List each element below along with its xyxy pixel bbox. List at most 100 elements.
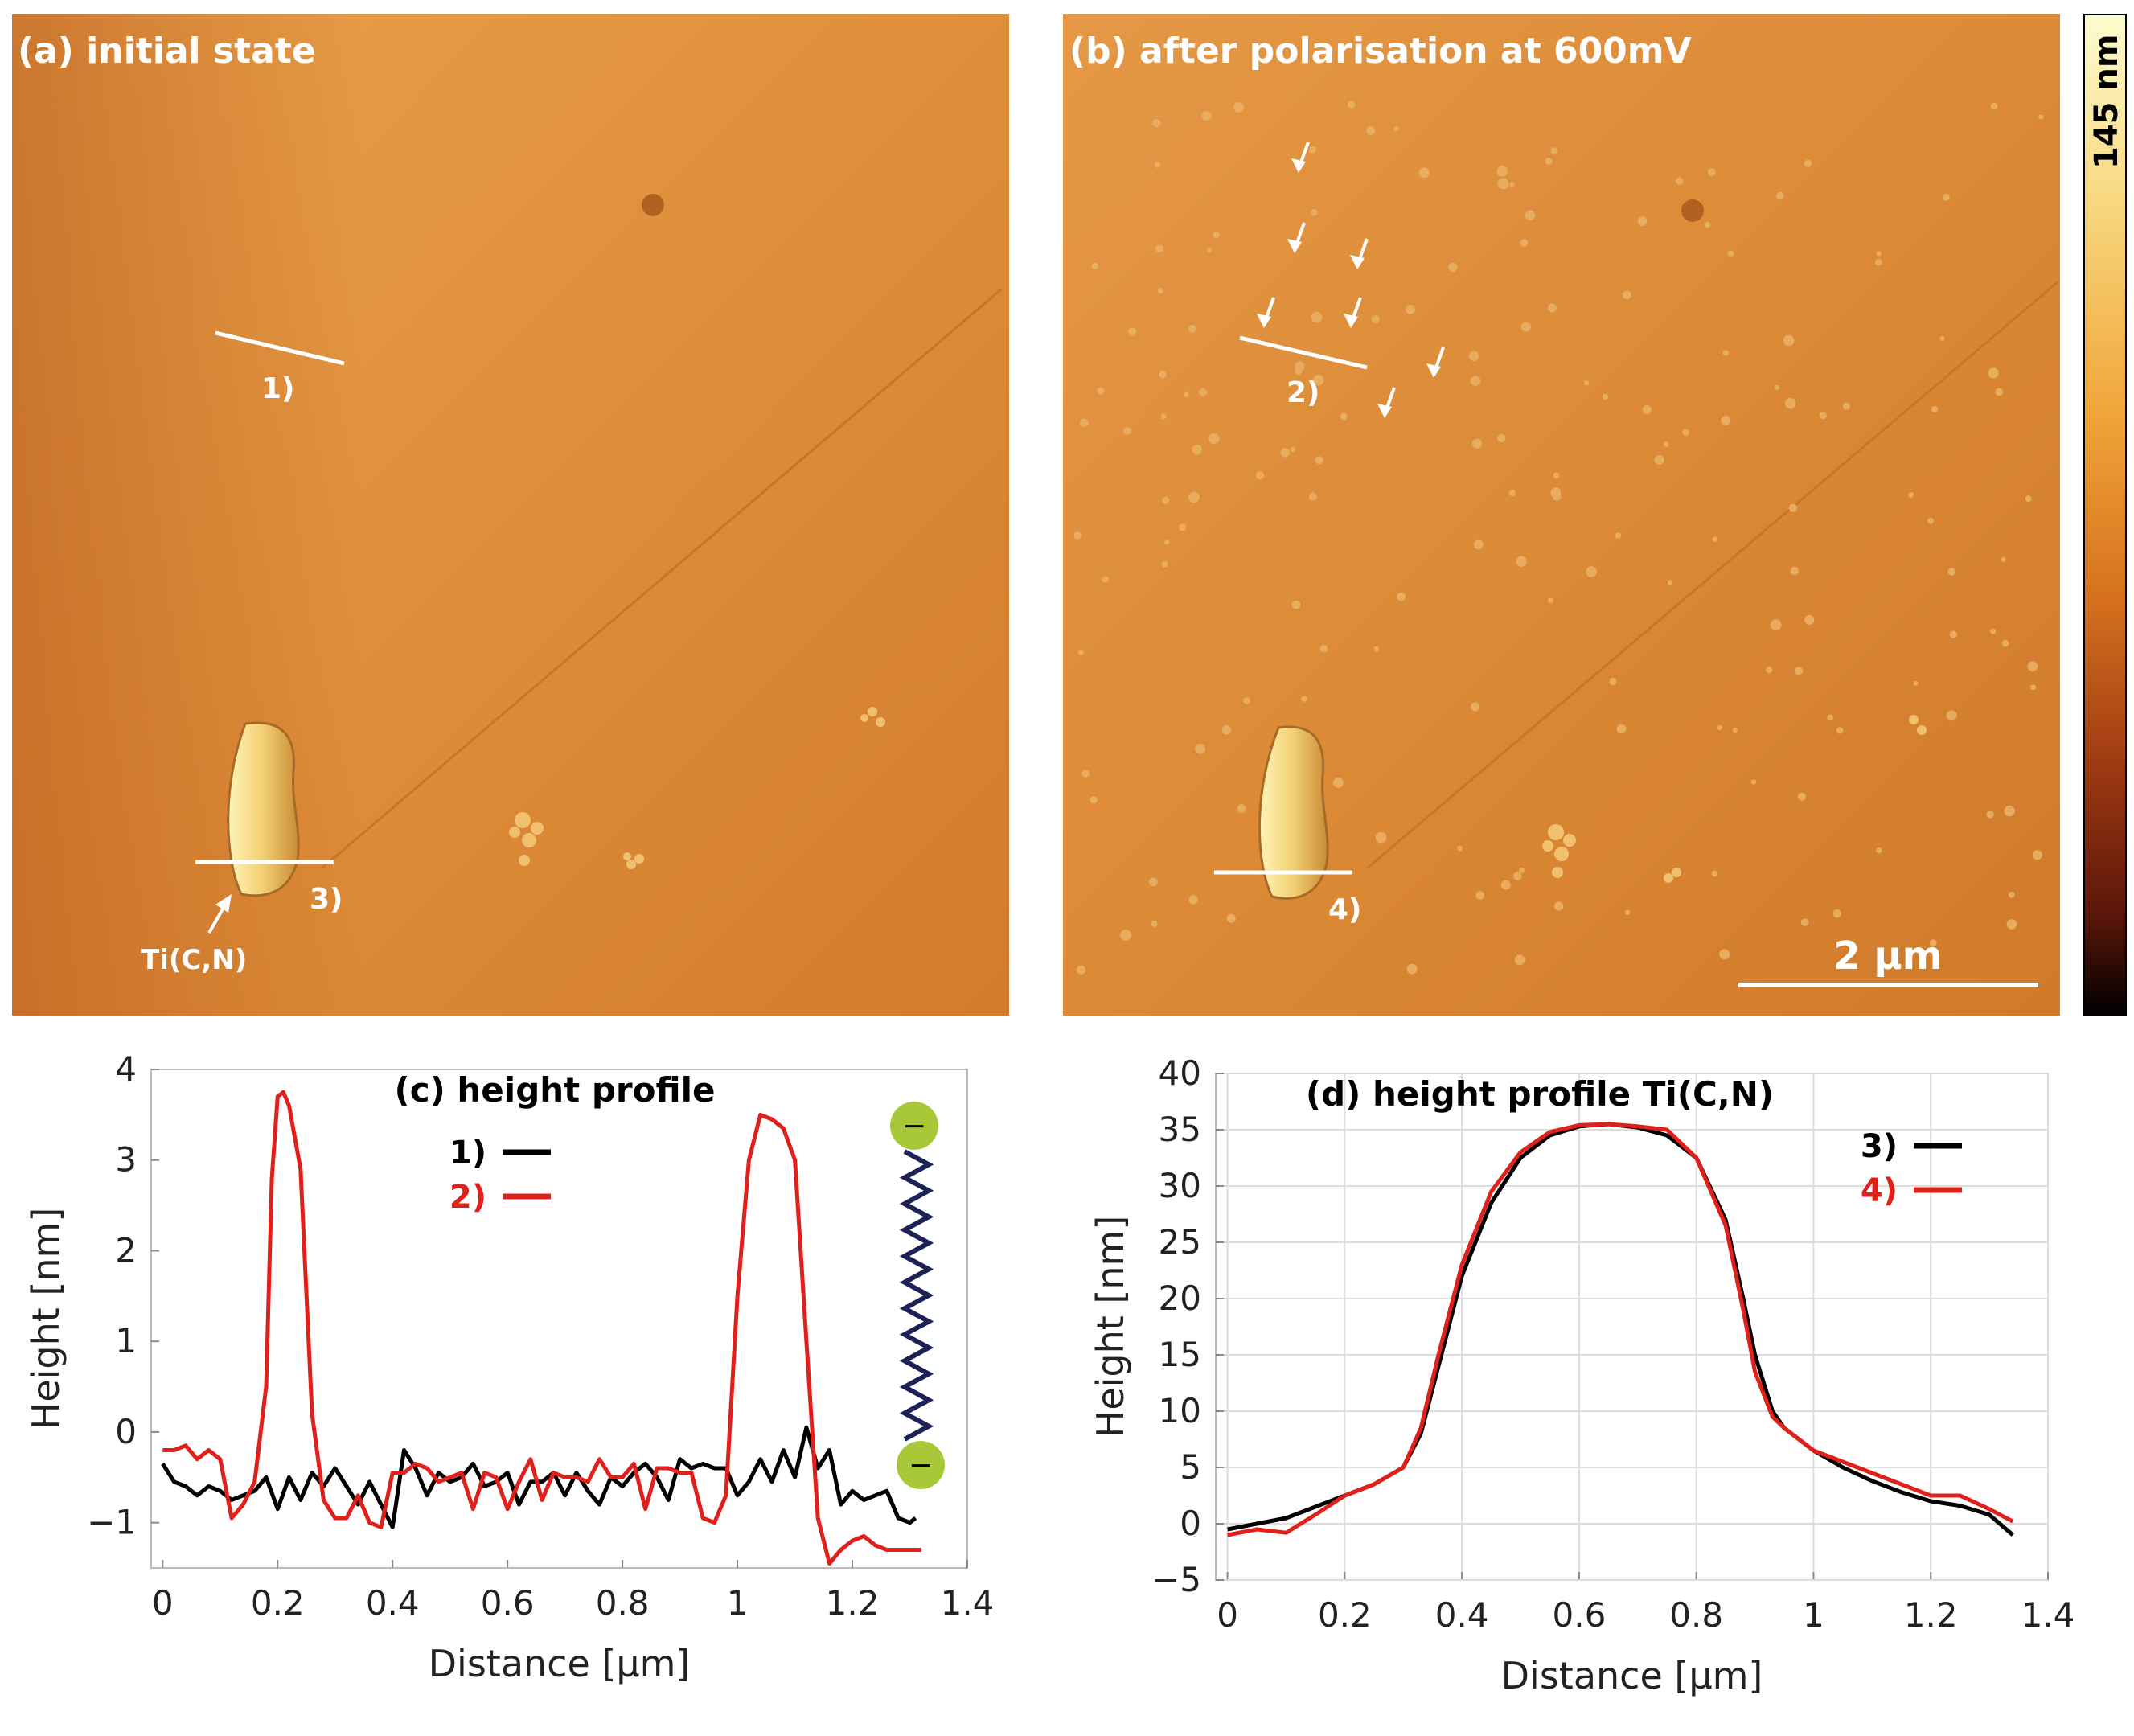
deposit-dot (1794, 667, 1804, 675)
deposit-dot (1939, 335, 1945, 341)
y-axis-label: Height [nm] (1089, 1216, 1132, 1438)
deposit-dot (1988, 367, 1999, 379)
y-tick-label: 40 (1159, 1053, 1201, 1093)
deposit-dot (1623, 290, 1631, 300)
deposit-dot (1836, 727, 1844, 734)
deposit-dot (1676, 177, 1684, 185)
deposit-dot (1553, 901, 1564, 911)
deposit-dot (1704, 221, 1711, 228)
legend-label: 3) (1861, 1128, 1898, 1165)
deposit-dot (1291, 600, 1301, 609)
deposit-dot (1654, 454, 1664, 465)
deposit-dot (1148, 877, 1158, 887)
charge-minus-bottom-icon: − (909, 1449, 933, 1482)
deposit-dot (1913, 680, 1919, 686)
deposit-dot (1609, 677, 1617, 686)
deposit-dot (1475, 891, 1484, 900)
deposit-dot (1548, 303, 1557, 313)
deposit-dot (1727, 250, 1734, 257)
x-tick-label: 1.4 (2021, 1595, 2075, 1635)
deposit-arrow-head (1426, 363, 1441, 378)
y-tick-label: 5 (1180, 1447, 1201, 1487)
charge-minus-top-icon: − (902, 1110, 926, 1143)
deposit-dot (1496, 166, 1508, 177)
y-tick-label: 25 (1159, 1222, 1201, 1262)
deposit-dot (1497, 178, 1509, 190)
deposit-dot (1986, 811, 1994, 819)
deposit-dot (1155, 244, 1163, 253)
x-tick-label: 1.2 (826, 1583, 880, 1623)
y-tick-label: 1 (115, 1321, 137, 1360)
afm-panel-a: (a) initial state 1) 3) Ti(C,N) (12, 14, 1009, 1016)
deposit-dot (1874, 258, 1882, 266)
x-tick-label: 0.8 (1669, 1595, 1723, 1635)
deposit-dot (1280, 448, 1290, 458)
deposit-dot (1406, 963, 1418, 975)
colorbar-gradient (2083, 14, 2127, 1016)
deposit-arrow-head (1287, 239, 1302, 253)
deposit-dot (1520, 322, 1531, 332)
deposit-dot (2006, 919, 2017, 930)
deposit-dot (2008, 891, 2015, 898)
deposit-arrow-head (1291, 158, 1306, 173)
deposit-dot (1509, 182, 1515, 187)
deposit-dot (1152, 119, 1161, 128)
deposit-dot (1663, 441, 1669, 447)
y-tick-label: 20 (1159, 1278, 1201, 1318)
deposit-dot (1470, 376, 1481, 386)
deposit-dot (1804, 615, 1815, 626)
deposit-dot (1584, 380, 1590, 386)
deposit-dot (1397, 592, 1406, 601)
y-tick-label: 10 (1159, 1391, 1201, 1430)
deposit-dot (1947, 568, 1955, 576)
deposit-dot (1308, 492, 1317, 501)
deposit-dot (1827, 714, 1833, 721)
deposit-dot (1375, 831, 1387, 843)
deposit-dot (1188, 325, 1196, 333)
deposit-dot (2001, 639, 2009, 647)
deposit-dot (1625, 909, 1631, 916)
deposit-dot (1188, 491, 1200, 503)
deposit-dot (1188, 895, 1198, 905)
molecule-chain (899, 1149, 934, 1442)
deposit-dot (1770, 619, 1782, 630)
x-tick-label: 1 (727, 1583, 749, 1623)
deposit-dot (1949, 630, 1957, 638)
deposit-dot (1226, 913, 1236, 923)
deposit-dot (1474, 540, 1484, 550)
deposit-dot (1876, 251, 1882, 257)
deposit-dot (1333, 777, 1344, 788)
deposit-dot (1586, 566, 1597, 577)
deposit-dot (1525, 210, 1536, 220)
x-tick-label: 0.6 (1553, 1595, 1607, 1635)
pit-a (642, 194, 664, 216)
deposit-dot (1162, 496, 1170, 504)
y-tick-label: −1 (87, 1503, 137, 1542)
deposit-dot (2004, 805, 2015, 817)
deposit-dot (1080, 418, 1089, 428)
molecule-head-top (890, 1102, 938, 1150)
x-tick-label: 0.4 (1435, 1595, 1489, 1635)
deposit-dot (1311, 311, 1323, 323)
deposit-dot (1183, 392, 1189, 398)
deposit-dot (1800, 918, 1809, 926)
deposit-dot (1164, 540, 1170, 545)
y-tick-label: 30 (1159, 1166, 1201, 1205)
deposit-dot (1471, 702, 1480, 712)
chart-d: 0 0.2 0.4 0.6 0.8 1 1.2 1.4 −5 0 5 10 15 20 25 30 35 40 (d… (1089, 1053, 2074, 1697)
deposit-dot (1990, 102, 1998, 110)
legend-label: 2) (449, 1179, 486, 1216)
deposit-dot (1721, 416, 1731, 426)
x-tick-label: 1.2 (1904, 1595, 1958, 1635)
y-tick-label: 4 (115, 1049, 137, 1089)
deposit-dot (1347, 101, 1356, 109)
deposit-dot (1081, 770, 1090, 778)
profile-line-4-label: 4) (1328, 893, 1362, 926)
deposit-dot (1301, 696, 1307, 702)
deposit-dot (1448, 262, 1458, 272)
deposit-dot (1732, 727, 1738, 733)
deposit-dot (1908, 492, 1914, 498)
deposit-dot (1418, 167, 1430, 179)
deposit-arrow-head (1257, 314, 1271, 328)
deposit-dot (2025, 495, 2032, 503)
